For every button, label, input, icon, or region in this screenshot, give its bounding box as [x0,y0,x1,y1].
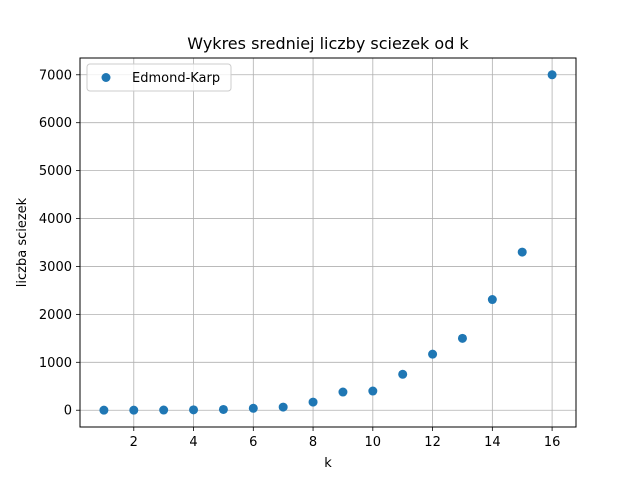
y-tick-label: 6000 [39,116,72,131]
legend-marker [101,73,111,82]
y-tick-label: 2000 [39,308,72,323]
data-point [428,349,438,359]
data-point [189,405,199,415]
grid-lines [80,58,576,427]
y-tick-label: 0 [64,404,72,419]
y-tick-label: 3000 [39,260,72,275]
data-point [278,402,288,412]
x-tick-label: 14 [484,435,501,450]
chart-title: Wykres sredniej liczby sciezek od k [187,34,469,53]
data-point [248,403,258,413]
x-tick-label: 12 [424,435,441,450]
y-tick-label: 7000 [39,68,72,83]
data-point [517,247,527,257]
data-point [398,369,408,379]
x-tick-label: 10 [365,435,382,450]
x-axis-label: k [324,456,332,471]
x-tick-label: 4 [189,435,197,450]
x-tick-label: 6 [249,435,257,450]
data-points [99,70,557,415]
y-axis-label: liczba sciezek [15,197,30,287]
x-tick-label: 16 [544,435,561,450]
data-point [308,397,318,407]
legend: Edmond-Karp [86,63,232,92]
data-point [368,386,378,396]
y-tick-label: 4000 [39,212,72,227]
plot-frame [79,57,577,428]
data-point [218,404,228,414]
data-point [129,405,139,415]
data-point [159,405,169,415]
data-point [99,405,109,415]
legend-box [86,63,232,92]
data-point [547,70,557,80]
legend-label: Edmond-Karp [132,71,220,86]
y-tick-label: 5000 [39,164,72,179]
x-tick-label: 8 [309,435,317,450]
y-tick-label: 1000 [39,356,72,371]
data-point [487,295,497,305]
data-point [457,333,467,343]
axis-ticks: 2 4 6 8 10 12 14 16 0 1000 2000 3000 4000 5000 6000 700… [39,68,560,450]
data-point [338,387,348,397]
x-tick-label: 2 [130,435,138,450]
